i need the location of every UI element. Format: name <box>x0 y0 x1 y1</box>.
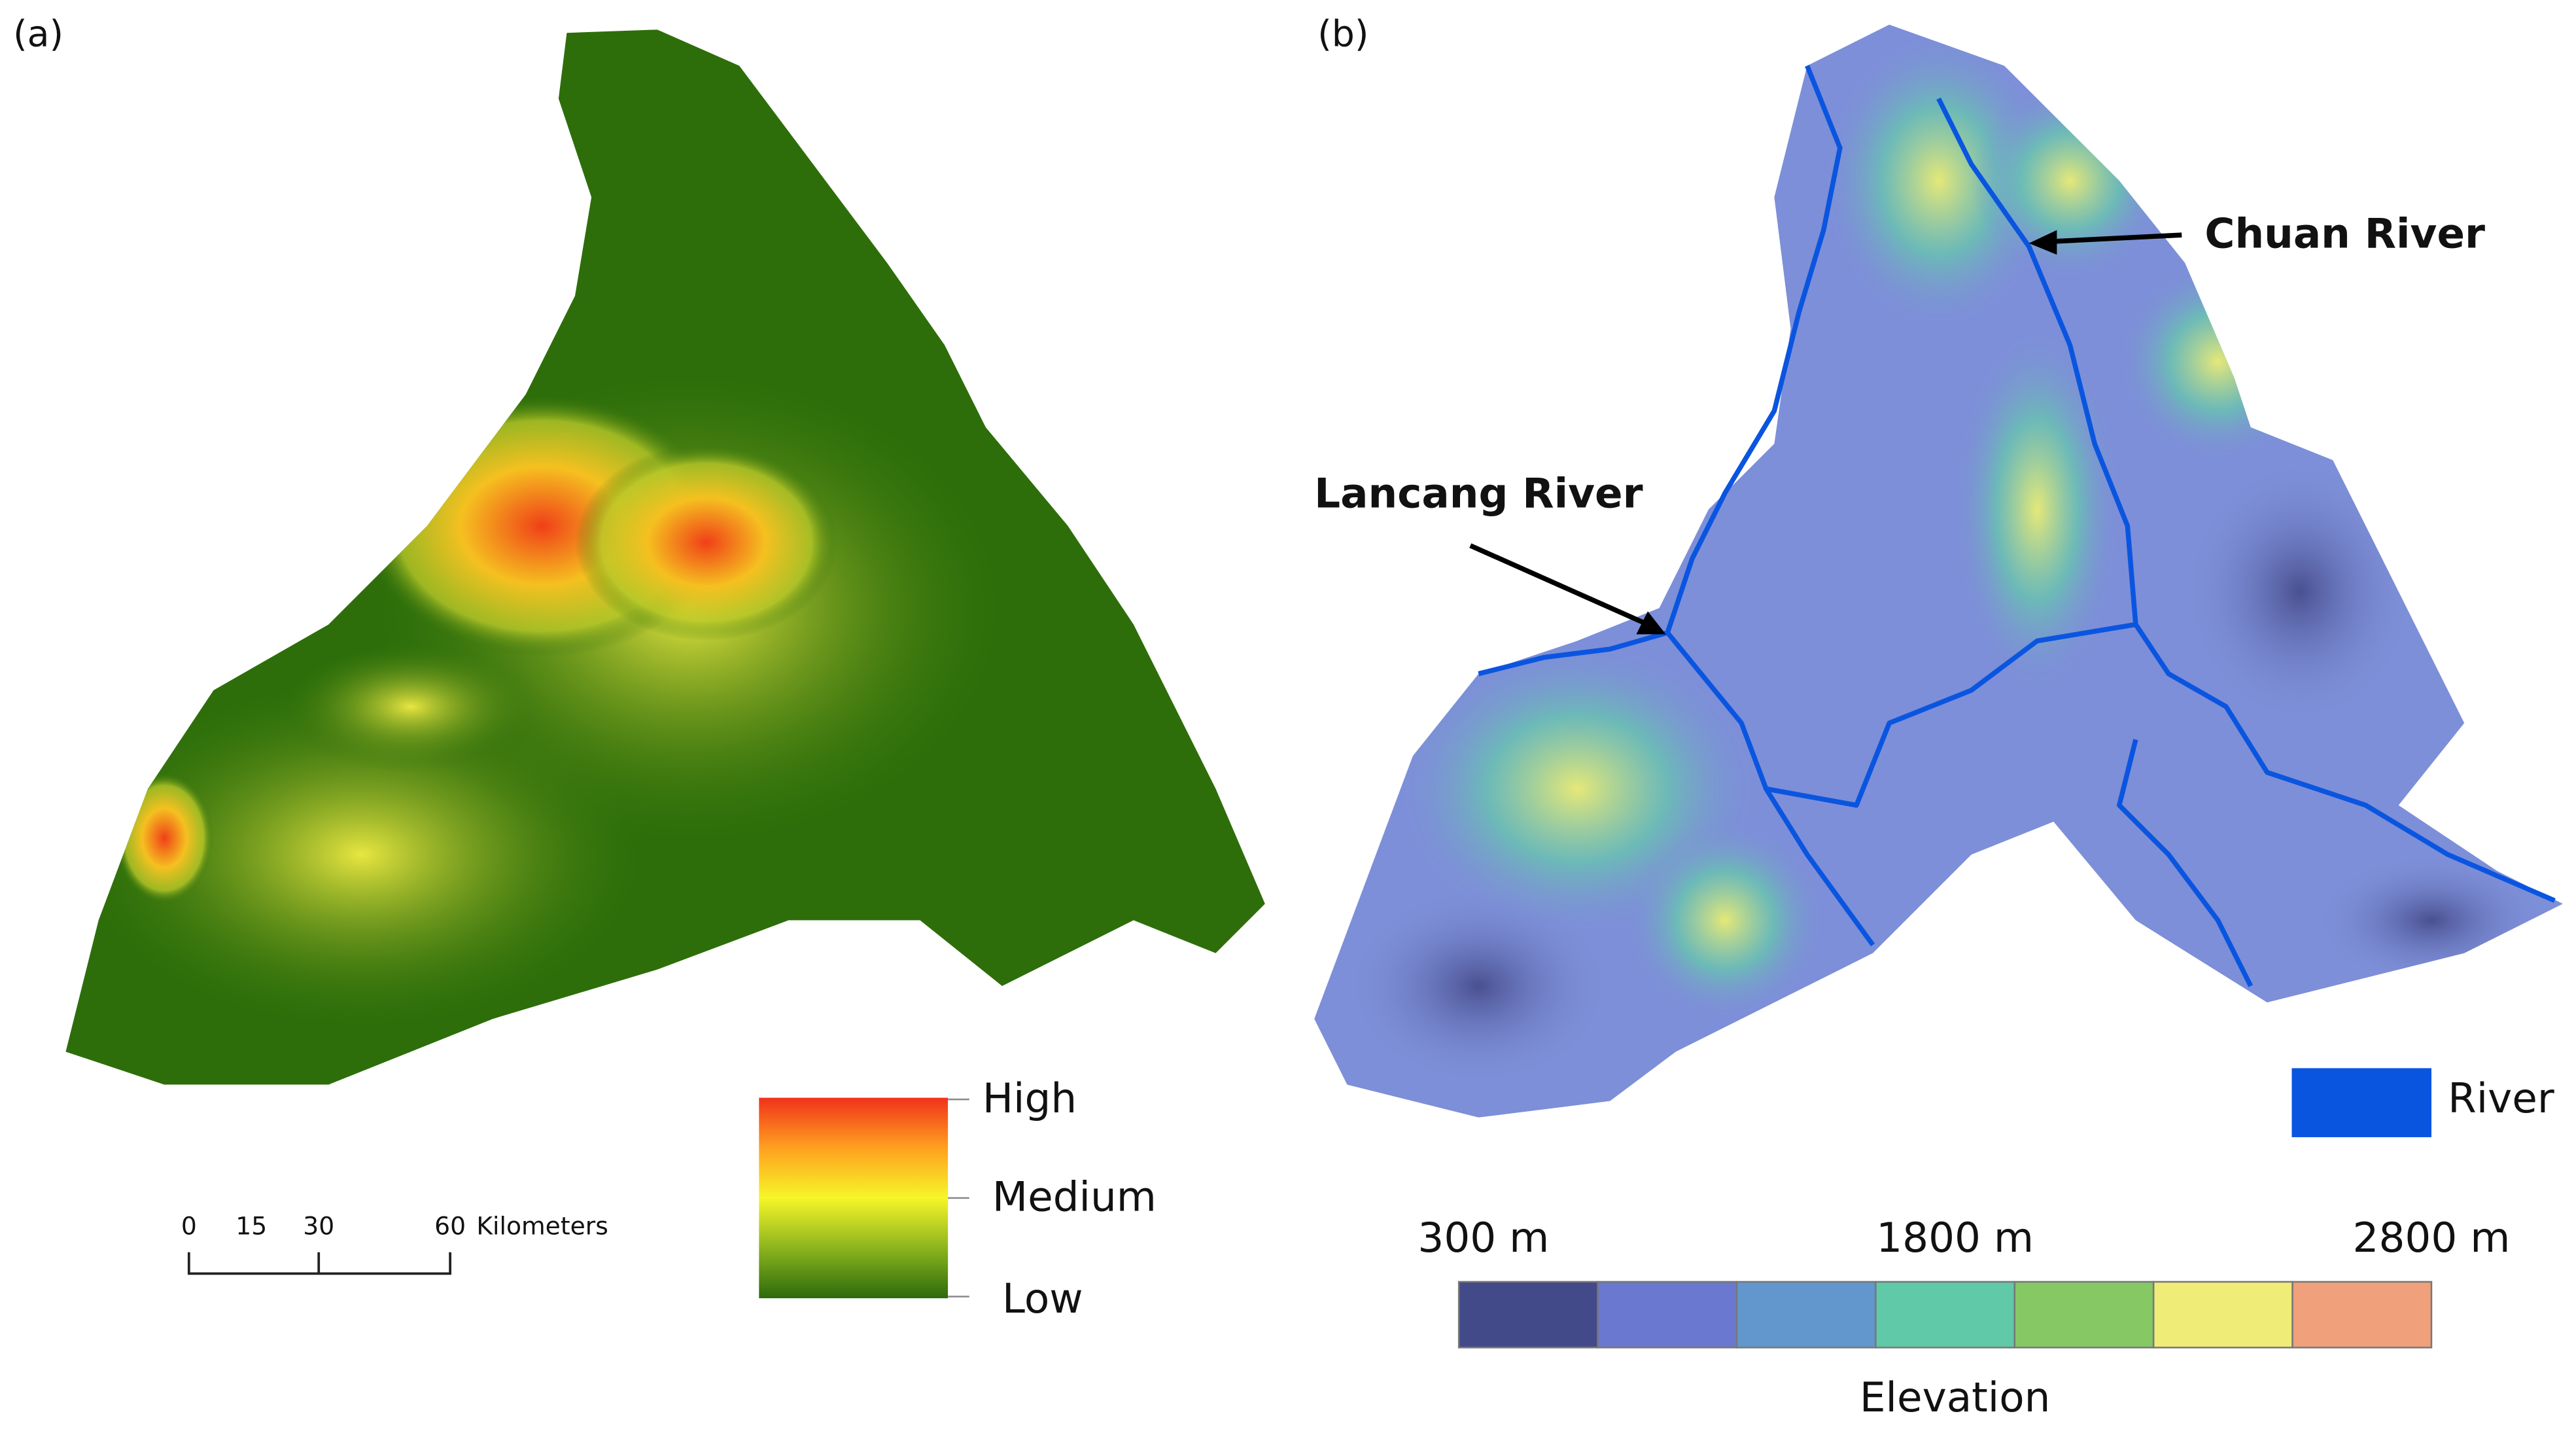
elevation-class <box>1735 1281 1877 1349</box>
panel-label: (a) <box>13 13 63 55</box>
legend-ticks <box>948 1098 969 1298</box>
susceptibility-map <box>65 29 1265 1085</box>
annotation: Chuan River <box>2204 210 2485 258</box>
scale-label: 0 <box>181 1212 197 1241</box>
elevation-class <box>1457 1281 1599 1349</box>
scale-unit: Kilometers <box>476 1212 608 1241</box>
rivers <box>1478 65 2556 987</box>
scale-bar <box>187 1252 452 1275</box>
legend-title: Elevation <box>1860 1373 2051 1421</box>
annotation-arrows <box>1469 230 2182 635</box>
legend-gradient <box>759 1097 949 1299</box>
river-legend-swatch <box>2291 1068 2431 1137</box>
elevation-legend <box>1457 1281 2433 1349</box>
legend-label: 300 m <box>1418 1214 1549 1262</box>
legend-label: Medium <box>992 1173 1157 1220</box>
elevation-class <box>1597 1281 1738 1349</box>
legend-label: River <box>2448 1074 2554 1122</box>
legend-label: Low <box>1002 1275 1083 1322</box>
scale-label: 60 <box>434 1212 466 1241</box>
panel-label: (b) <box>1317 13 1368 55</box>
annotation: Lancang River <box>1314 470 1643 518</box>
legend-label: 2800 m <box>2353 1214 2511 1262</box>
scale-label: 15 <box>235 1212 267 1241</box>
legend-label: 1800 m <box>1876 1214 2034 1262</box>
elevation-class <box>2291 1281 2433 1349</box>
elevation-map <box>1314 24 2563 1118</box>
elevation-class <box>2013 1281 2155 1349</box>
elevation-class <box>1875 1281 2016 1349</box>
elevation-class <box>2152 1281 2293 1349</box>
legend-label: High <box>983 1074 1077 1122</box>
scale-label: 30 <box>303 1212 334 1241</box>
